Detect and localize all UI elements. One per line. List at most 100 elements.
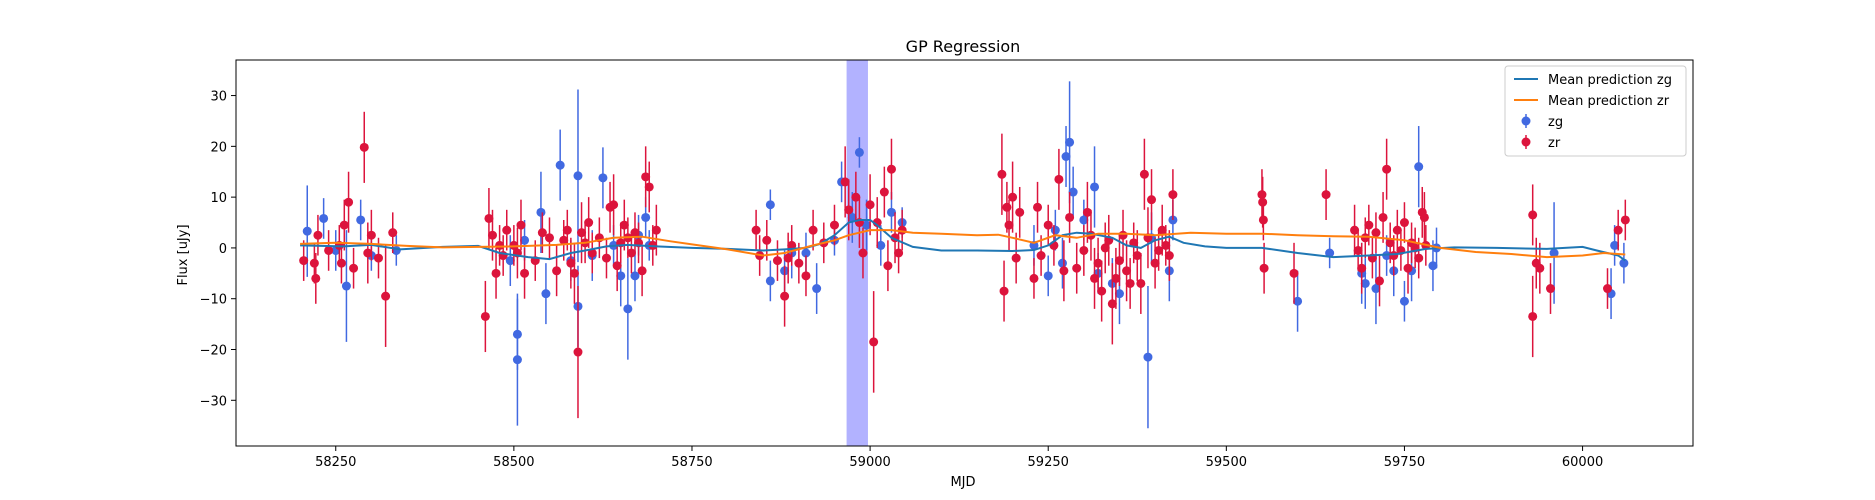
data-point-zr: [584, 218, 594, 228]
data-point-zr: [573, 347, 583, 357]
data-point-zr: [1036, 251, 1046, 261]
data-point-zg: [341, 281, 351, 291]
x-tick-label: 59000: [849, 455, 890, 470]
data-point-zr: [1375, 276, 1385, 286]
data-point-zr: [1259, 263, 1269, 273]
data-point-zg: [847, 212, 857, 222]
y-tick-label: 10: [210, 191, 227, 206]
data-point-zr: [363, 248, 373, 258]
data-point-zr: [751, 225, 761, 235]
data-point-zg: [812, 284, 822, 294]
data-point-zg: [1057, 258, 1067, 268]
data-point-zg: [520, 235, 530, 245]
data-point-zr: [1002, 202, 1012, 212]
data-point-zr: [772, 256, 782, 266]
data-point-zr: [1043, 220, 1053, 230]
data-point-zg: [1065, 137, 1075, 147]
data-point-zr: [1603, 284, 1613, 294]
data-point-zr: [997, 169, 1007, 179]
data-point-zr: [883, 261, 893, 271]
data-point-zr: [1129, 238, 1139, 248]
data-point-zr: [801, 271, 811, 281]
data-point-zr: [388, 228, 398, 238]
data-point-zr: [1258, 215, 1268, 225]
data-point-zg: [536, 207, 546, 217]
data-point-zr: [516, 220, 526, 230]
data-point-zr: [1079, 245, 1089, 255]
data-point-zr: [1414, 253, 1424, 263]
data-point-zr: [1528, 210, 1538, 220]
data-point-zr: [637, 266, 647, 276]
data-point-zr: [1118, 230, 1128, 240]
data-point-zr: [1122, 266, 1132, 276]
data-point-zg: [1061, 152, 1071, 161]
y-axis-label: Flux [uJy]: [176, 224, 191, 285]
data-point-zr: [1072, 263, 1082, 273]
data-point-zr: [566, 258, 576, 268]
y-tick-label: −10: [200, 293, 227, 308]
x-axis-label: MJD: [950, 475, 975, 490]
data-point-zg: [1428, 261, 1438, 271]
data-point-zr: [641, 172, 651, 182]
data-point-zr: [858, 248, 868, 258]
data-point-zr: [1015, 207, 1025, 217]
x-tick-label: 59250: [1028, 455, 1069, 470]
data-point-zr: [851, 192, 861, 202]
data-point-zg: [555, 160, 565, 170]
data-point-zr: [879, 187, 889, 197]
data-point-zr: [491, 268, 501, 278]
data-point-zr: [780, 291, 790, 301]
data-point-zr: [1097, 286, 1107, 296]
x-tick-label: 58250: [315, 455, 356, 470]
data-point-zg: [765, 276, 775, 286]
data-point-zg: [1293, 296, 1303, 306]
data-point-zg: [1610, 240, 1620, 250]
x-tick-label: 59500: [1206, 455, 1247, 470]
data-point-zr: [886, 164, 896, 174]
data-point-zr: [1093, 258, 1103, 268]
data-point-zr: [1125, 278, 1135, 288]
data-point-zr: [609, 200, 619, 210]
data-point-zg: [886, 207, 896, 217]
data-point-zr: [559, 235, 569, 245]
data-point-zr: [1132, 251, 1142, 261]
data-point-zr: [794, 258, 804, 268]
data-point-zg: [541, 289, 551, 299]
data-point-zr: [1357, 263, 1367, 273]
shaded-region: [846, 60, 868, 446]
data-point-zr: [344, 197, 354, 207]
data-point-zg: [1399, 296, 1409, 306]
data-point-zr: [1353, 245, 1363, 255]
data-point-zr: [1546, 284, 1556, 294]
data-point-zr: [373, 253, 383, 263]
data-point-zg: [876, 240, 886, 250]
data-point-zr: [299, 256, 309, 266]
data-point-zg: [1090, 182, 1100, 192]
data-point-zr: [1378, 212, 1388, 222]
x-tick-label: 58750: [671, 455, 712, 470]
data-point-zr: [537, 228, 547, 238]
plot-area-frame: [235, 59, 1694, 447]
data-point-zr: [762, 235, 772, 245]
data-point-zg: [641, 212, 651, 222]
x-tick-label: 59750: [1384, 455, 1425, 470]
data-point-zr: [311, 273, 321, 283]
data-point-zr: [1161, 240, 1171, 250]
data-point-zr: [359, 142, 369, 152]
data-point-zr: [869, 337, 879, 347]
data-point-zr: [1029, 273, 1039, 283]
data-point-zg: [862, 220, 872, 230]
legend-point-marker: [1521, 116, 1531, 126]
legend-label: Mean prediction zg: [1548, 73, 1672, 88]
data-point-zr: [1392, 225, 1402, 235]
data-point-zg: [1068, 187, 1078, 197]
legend-box: [1504, 65, 1687, 157]
y-tick-label: 20: [210, 140, 227, 155]
data-point-zr: [349, 263, 359, 273]
data-point-zr: [612, 261, 622, 271]
data-point-zr: [1139, 169, 1149, 179]
data-point-zr: [1154, 245, 1164, 255]
data-point-zg: [598, 173, 608, 183]
data-point-zr: [999, 286, 1009, 296]
data-point-zr: [366, 230, 376, 240]
